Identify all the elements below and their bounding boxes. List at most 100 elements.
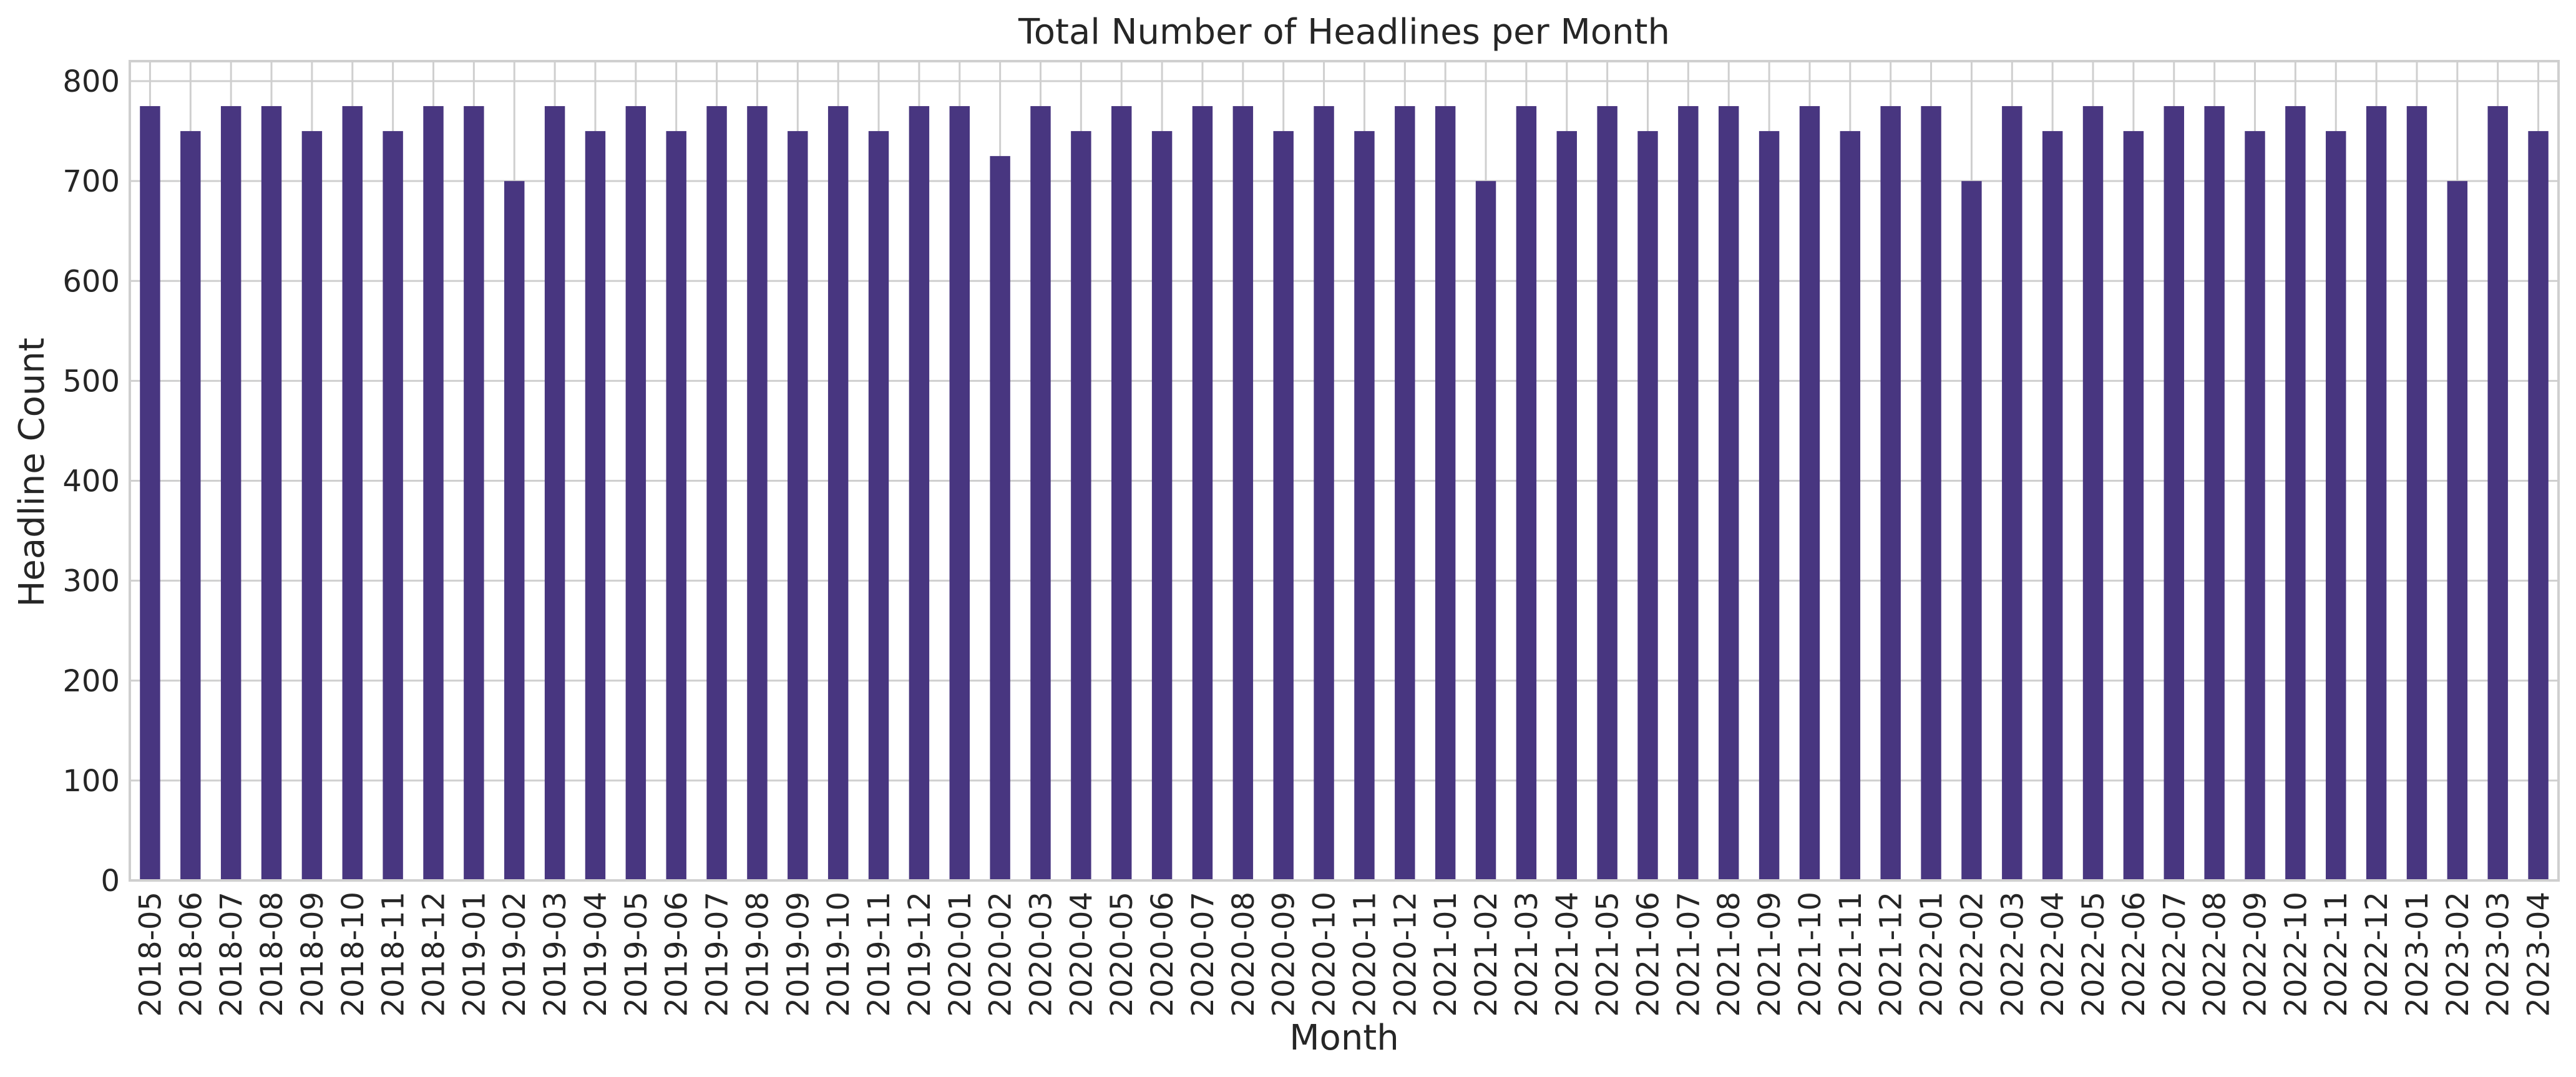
x-tick-label: 2022-09 [2238,892,2273,1017]
x-tick-label: 2018-07 [214,892,249,1017]
bar-2022-03 [2002,106,2022,880]
x-tick-label: 2019-08 [740,892,775,1017]
bar-2018-09 [301,131,323,881]
bar-2021-08 [1719,106,1739,880]
y-tick-label: 200 [62,664,120,699]
x-tick-label: 2023-01 [2400,892,2435,1017]
x-tick-label: 2020-03 [1024,892,1059,1017]
x-tick-label: 2019-04 [578,892,613,1017]
x-tick-label: 2022-07 [2157,892,2192,1017]
bar-2022-08 [2204,106,2225,880]
x-tick-label: 2019-12 [902,892,937,1017]
x-tick-label: 2023-04 [2522,892,2557,1017]
x-tick-label: 2021-04 [1550,892,1585,1017]
x-tick-label: 2020-08 [1226,892,1261,1017]
y-tick-label: 0 [100,864,120,899]
x-tick-label: 2021-07 [1671,892,1706,1017]
x-tick-label: 2021-03 [1510,892,1544,1017]
x-tick-label: 2021-12 [1874,892,1909,1017]
x-tick-label: 2023-03 [2481,892,2516,1017]
bar-2020-05 [1111,106,1132,880]
y-tick-label: 300 [62,564,120,599]
x-tick-label: 2020-12 [1388,892,1423,1017]
x-axis-ticks: 2018-05 2018-06 2018-07 2018-08 2018-09 2018-… [133,892,2556,1017]
x-tick-label: 2020-05 [1105,892,1139,1017]
x-tick-label: 2020-01 [943,892,978,1017]
bar-2018-08 [261,106,282,880]
bar-2022-01 [1921,106,1941,880]
bar-2021-10 [1799,106,1820,880]
bar-2019-03 [544,106,565,880]
bar-2022-10 [2285,106,2306,880]
bar-2022-11 [2326,131,2346,881]
bar-2019-07 [706,106,727,880]
x-tick-label: 2021-08 [1712,892,1747,1017]
bar-2018-10 [342,106,363,880]
x-tick-label: 2020-04 [1064,892,1099,1017]
x-tick-label: 2019-09 [781,892,816,1017]
bar-2019-02 [504,181,525,880]
bar-2020-09 [1273,131,1294,881]
x-tick-label: 2022-03 [1995,892,2030,1017]
bar-2020-08 [1232,106,1254,880]
x-tick-label: 2023-02 [2441,892,2476,1017]
x-tick-label: 2022-08 [2198,892,2233,1017]
x-tick-label: 2021-05 [1591,892,1626,1017]
x-tick-label: 2021-02 [1469,892,1504,1017]
y-tick-label: 600 [62,264,120,299]
x-tick-label: 2022-06 [2117,892,2152,1017]
bar-2019-11 [868,131,889,881]
x-tick-label: 2022-11 [2319,892,2354,1017]
bar-2021-09 [1759,131,1780,881]
x-tick-label: 2020-10 [1307,892,1342,1017]
bar-2018-12 [423,106,444,880]
bar-2021-06 [1637,131,1658,881]
x-tick-label: 2021-11 [1833,892,1868,1017]
bar-2018-07 [220,106,242,880]
x-tick-label: 2022-10 [2278,892,2313,1017]
x-axis-title: Month [1289,1018,1399,1058]
plot-frame [129,60,2560,882]
x-tick-label: 2020-02 [983,892,1018,1017]
gridlines [130,61,2559,882]
bar-2020-04 [1071,131,1091,881]
bar-2020-11 [1354,131,1375,881]
bar-2020-01 [949,106,970,880]
bar-2022-07 [2164,106,2184,880]
bar-2019-05 [625,106,646,880]
bar-2019-12 [909,106,930,880]
bars [140,106,2549,881]
bar-2020-02 [990,156,1010,881]
x-tick-label: 2018-10 [336,892,371,1017]
y-axis-title: Headline Count [12,338,52,607]
bar-2022-06 [2123,131,2144,881]
bar-2023-02 [2447,181,2468,880]
x-tick-label: 2020-06 [1145,892,1180,1017]
bar-2022-04 [2042,131,2063,881]
x-tick-label: 2019-07 [700,892,735,1017]
x-tick-label: 2021-06 [1631,892,1666,1017]
x-tick-label: 2022-02 [1954,892,1989,1017]
bar-2023-04 [2528,131,2549,881]
bar-2021-07 [1678,106,1699,880]
x-tick-label: 2020-09 [1267,892,1302,1017]
x-tick-label: 2018-11 [376,892,411,1017]
bar-2018-06 [180,131,201,881]
bar-2021-02 [1475,181,1496,880]
bar-2021-03 [1516,106,1537,880]
y-tick-label: 700 [62,164,120,199]
x-tick-label: 2018-09 [295,892,330,1017]
bar-2020-06 [1151,131,1173,881]
bar-2018-11 [383,131,403,881]
bar-2021-05 [1597,106,1617,880]
bar-2020-10 [1314,106,1334,880]
bar-2021-11 [1840,131,1861,881]
bar-2019-06 [666,131,686,881]
bar-2023-03 [2487,106,2508,880]
y-tick-label: 500 [62,364,120,399]
x-tick-label: 2018-06 [173,892,208,1017]
x-tick-label: 2019-11 [862,892,897,1017]
x-tick-label: 2020-11 [1347,892,1382,1017]
